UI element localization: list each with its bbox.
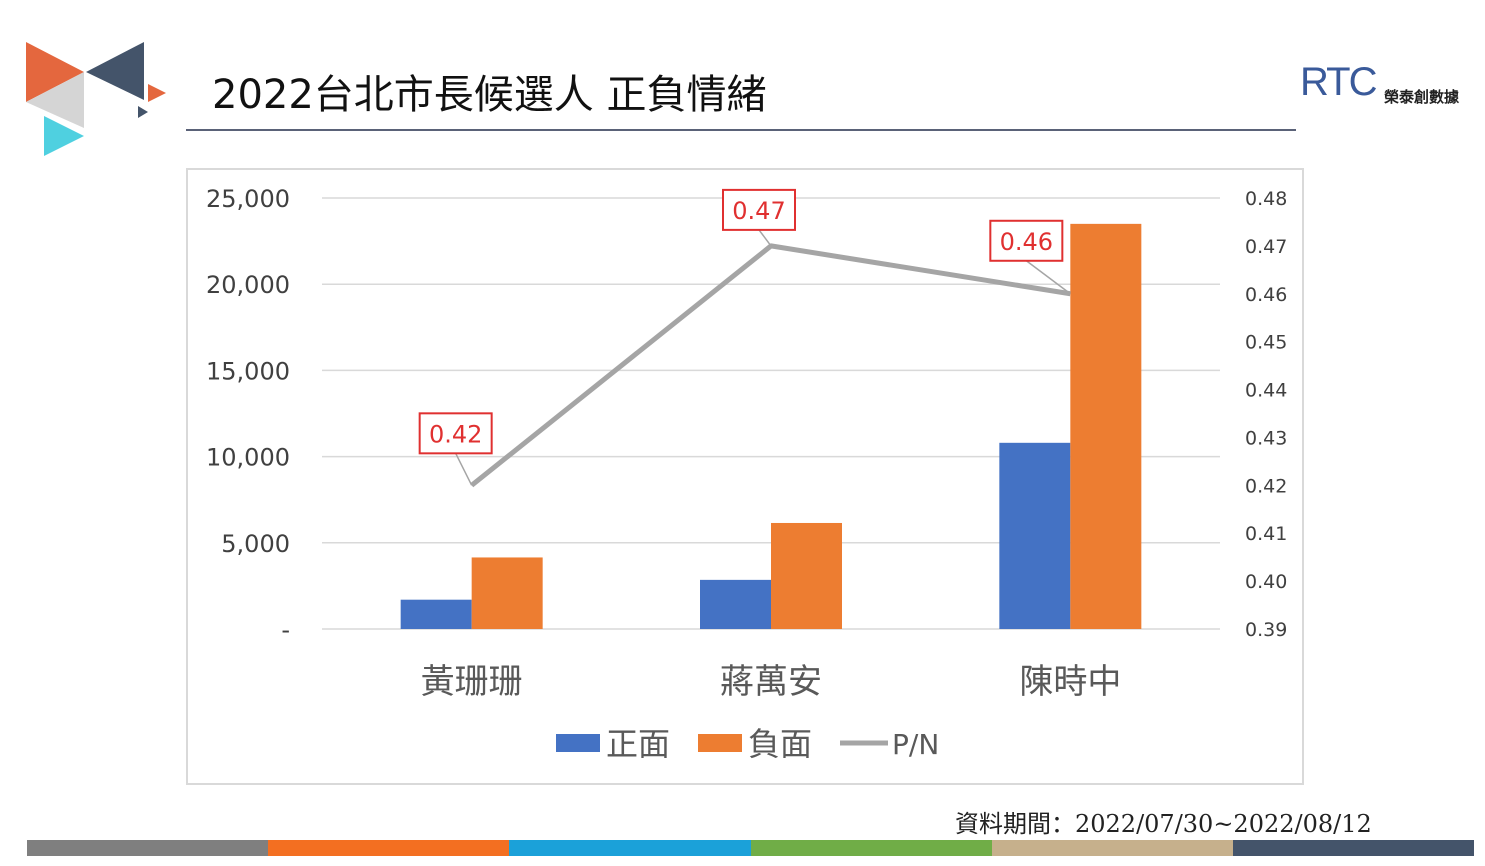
legend-label: 正面 — [606, 725, 670, 763]
y2-tick-label: 0.42 — [1245, 475, 1287, 497]
y2-axis-labels: 0.39 0.40 0.41 0.42 0.43 0.44 0.45 0.46 0.47 0.48 — [1245, 188, 1287, 641]
pn-line — [470, 243, 1071, 488]
footer-bar-segment — [27, 840, 269, 856]
y2-tick-label: 0.39 — [1245, 619, 1287, 641]
chart-frame — [186, 168, 1304, 785]
footer-bar-segment — [750, 840, 992, 856]
data-label-leader — [1025, 260, 1071, 295]
y2-tick-label: 0.43 — [1245, 427, 1287, 449]
y2-tick-label: 0.46 — [1245, 284, 1287, 306]
legend-swatch — [556, 734, 600, 752]
data-label: 0.42 — [429, 420, 482, 448]
data-label: 0.47 — [732, 197, 785, 225]
data-label-leader — [454, 452, 473, 486]
x-tick-label: 黃珊珊 — [421, 662, 523, 702]
data-label-leader — [758, 229, 772, 247]
bar-negative — [471, 557, 543, 629]
y-tick-label: 20,000 — [206, 271, 290, 299]
x-tick-label: 陳時中 — [1019, 662, 1121, 702]
bars — [400, 223, 1142, 630]
y2-tick-label: 0.47 — [1245, 236, 1287, 258]
footer-bar-segment — [268, 840, 510, 856]
y-tick-label: 10,000 — [206, 444, 290, 472]
data-label-box — [989, 219, 1064, 262]
page-title: 2022台北市長候選人 正負情緒 — [212, 72, 767, 118]
brand-mark: RTC — [1300, 60, 1377, 104]
footer-bar-segment — [509, 840, 751, 856]
brand-name: 榮泰創數據 — [1384, 88, 1460, 106]
data-period: 資料期間：2022/07/30~2022/08/12 — [955, 810, 1372, 838]
y2-tick-label: 0.40 — [1245, 571, 1287, 593]
decorative-logo-icon — [26, 42, 166, 156]
legend: 正面 負面 P/N — [556, 725, 939, 763]
title-divider — [186, 129, 1296, 131]
y2-tick-label: 0.48 — [1245, 188, 1287, 210]
y-tick-label: 5,000 — [221, 530, 290, 558]
pn-line-path — [470, 243, 1071, 488]
y2-tick-label: 0.41 — [1245, 523, 1287, 545]
legend-label: P/N — [892, 728, 939, 761]
y-axis-labels: - 5,000 10,000 15,000 20,000 25,000 — [206, 185, 290, 644]
data-labels: 0.42 0.47 0.46 — [418, 188, 1071, 486]
data-label-box — [418, 412, 493, 455]
footer-bar-segment — [991, 840, 1233, 856]
x-tick-label: 蔣萬安 — [720, 662, 822, 702]
legend-label: 負面 — [748, 725, 812, 763]
y-tick-label: 25,000 — [206, 185, 290, 213]
y-tick-label: - — [281, 616, 290, 644]
bar-positive — [999, 442, 1071, 629]
data-label-box — [722, 188, 796, 231]
y2-tick-label: 0.44 — [1245, 380, 1287, 402]
bar-negative — [1070, 223, 1142, 630]
bar-positive — [700, 579, 771, 629]
footer-bar-segment — [1232, 840, 1475, 856]
bar-negative — [771, 522, 842, 629]
bar-positive — [400, 599, 472, 629]
y-tick-label: 15,000 — [206, 357, 290, 385]
brand-logo: RTC 榮泰創數據 — [1300, 58, 1480, 118]
legend-swatch — [698, 734, 742, 752]
data-label: 0.46 — [1000, 228, 1053, 256]
footer-color-bar — [27, 840, 1475, 856]
x-axis-labels: 黃珊珊 蔣萬安 陳時中 — [421, 662, 1122, 702]
y2-tick-label: 0.45 — [1245, 332, 1287, 354]
